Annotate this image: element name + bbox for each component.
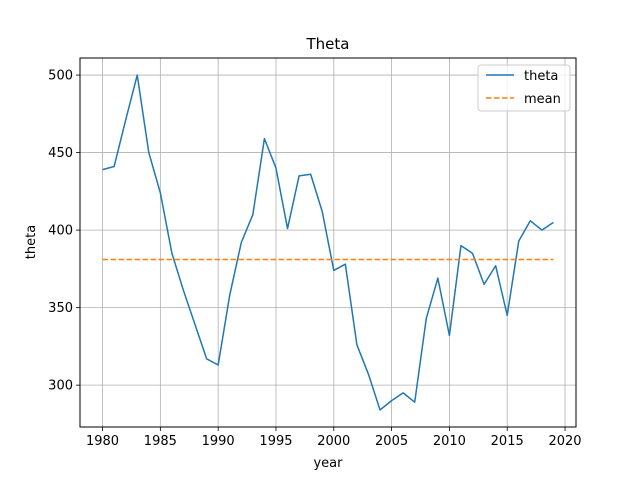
y-tick-label: 350 — [48, 301, 73, 316]
series-line-theta — [102, 74, 554, 411]
legend-label-theta: theta — [524, 69, 558, 84]
chart-title: Theta — [306, 35, 350, 53]
y-tick-label: 500 — [48, 69, 73, 84]
plot-frame — [79, 57, 577, 428]
x-tick-label: 1995 — [259, 434, 292, 449]
x-tick-label: 2005 — [375, 434, 408, 449]
y-tick-label: 450 — [48, 146, 73, 161]
legend: theta mean — [477, 64, 571, 112]
legend-box — [477, 64, 571, 112]
x-tick-label: 2020 — [548, 434, 581, 449]
y-tick-label: 300 — [48, 379, 73, 394]
x-tick-label: 1990 — [202, 434, 235, 449]
x-tick-label: 2010 — [433, 434, 466, 449]
x-tick-label: 2000 — [317, 434, 350, 449]
x-tick-label: 1985 — [144, 434, 177, 449]
series-layer — [102, 74, 554, 411]
x-tick-label: 2015 — [491, 434, 524, 449]
y-tick-label: 400 — [48, 224, 73, 239]
y-axis-label: theta — [24, 225, 39, 259]
axis-ticks: 1980 1985 1990 1995 2000 2005 2010 2015 2020 300 3… — [48, 69, 581, 449]
x-axis-label: year — [313, 456, 343, 471]
legend-label-mean: mean — [524, 92, 561, 107]
x-tick-label: 1980 — [86, 434, 119, 449]
